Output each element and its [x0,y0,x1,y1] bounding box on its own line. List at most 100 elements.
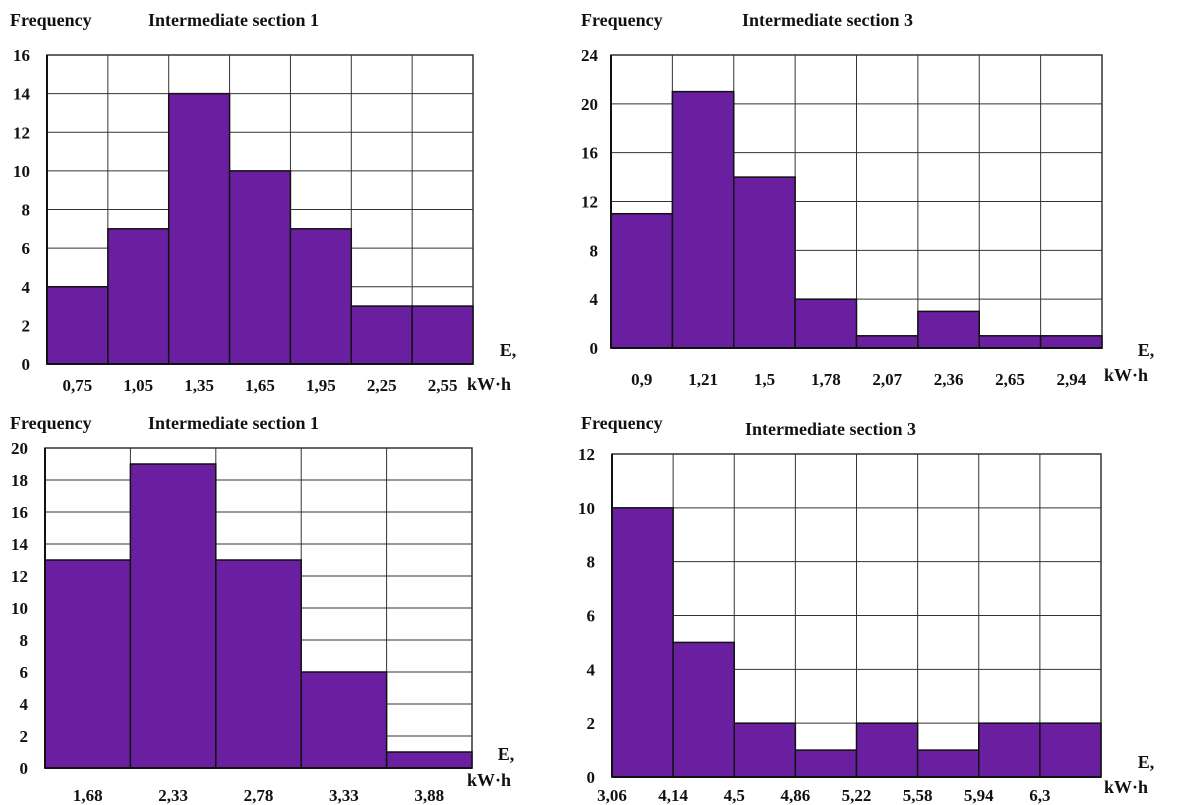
x-tick-label: 4,14 [658,786,688,805]
x-tick-label: 1,35 [184,376,214,395]
bar [979,336,1040,348]
bar [734,177,795,348]
y-tick-label: 6 [20,663,29,682]
chart-panel-2: 0 4 8 12 16 20 24 0,9 1,21 1,5 1,78 2,07 2,36 2,65 2,9… [581,10,1154,389]
y-tick-label: 12 [13,123,30,142]
chart-title: Intermediate section 1 [148,10,319,30]
y-tick-label: 4 [20,695,29,714]
y-axis-title: Frequency [10,10,92,30]
x-tick-label: 3,88 [414,786,444,805]
y-tick-label: 16 [11,503,28,522]
y-tick-label: 8 [587,553,596,572]
x-axis-title-line2: kW·h [1104,365,1148,385]
bar [611,214,672,348]
x-axis-title-line2: kW·h [1104,777,1148,797]
x-tick-label: 6,3 [1029,786,1050,805]
bar [918,750,979,777]
bar [1041,336,1102,348]
y-tick-label: 8 [20,631,29,650]
x-tick-label: 3,33 [329,786,359,805]
y-tick-label: 10 [578,499,595,518]
bar [108,229,169,364]
bar [412,306,473,364]
bar [857,336,918,348]
x-tick-label: 1,5 [754,370,775,389]
y-tick-label: 2 [22,316,31,335]
x-tick-label: 1,21 [688,370,718,389]
y-tick-label: 12 [581,193,598,212]
x-tick-label: 5,22 [842,786,872,805]
bar [45,560,130,768]
x-tick-label: 0,9 [631,370,652,389]
chart-title: Intermediate section 3 [742,10,913,30]
y-tick-label: 10 [11,599,28,618]
y-tick-label: 14 [13,85,31,104]
x-tick-label: 2,36 [934,370,964,389]
bar [857,723,918,777]
x-axis-title-line1: E, [500,340,517,360]
x-tick-label: 3,06 [597,786,627,805]
x-tick-label: 4,86 [781,786,811,805]
y-tick-label: 24 [581,46,599,65]
y-axis-title: Frequency [581,413,663,433]
x-tick-label: 1,65 [245,376,275,395]
y-tick-label: 20 [11,439,28,458]
y-tick-label: 12 [11,567,28,586]
bar [351,306,412,364]
x-tick-label: 2,07 [872,370,902,389]
x-tick-label: 0,75 [63,376,93,395]
bar [918,311,979,348]
y-tick-label: 0 [20,759,29,778]
x-tick-label: 2,78 [244,786,274,805]
y-tick-label: 0 [590,339,599,358]
x-axis-title-line2: kW·h [467,770,511,790]
y-tick-label: 16 [581,144,598,163]
y-tick-label: 2 [20,727,29,746]
x-tick-label: 2,55 [428,376,458,395]
x-tick-label: 1,95 [306,376,336,395]
x-tick-label: 1,78 [811,370,841,389]
x-tick-label: 2,65 [995,370,1025,389]
bar [734,723,795,777]
x-tick-label: 5,94 [964,786,994,805]
y-tick-label: 10 [13,162,30,181]
x-tick-label: 4,5 [724,786,745,805]
bar [130,464,215,768]
bar [387,752,472,768]
y-axis-title: Frequency [10,413,92,433]
bar [301,672,386,768]
bar [290,229,351,364]
chart-panel-4: 0 2 4 6 8 10 12 3,06 4,14 4,5 4,86 5,22 5,58 5,94 6,3 F… [578,413,1154,805]
bar [169,94,230,364]
x-axis-title-line1: E, [1138,340,1155,360]
y-tick-label: 8 [22,201,31,220]
chart-title: Intermediate section 1 [148,413,319,433]
x-axis-title-line2: kW·h [467,374,511,394]
y-tick-label: 4 [587,660,596,679]
bar [795,750,856,777]
bar [47,287,108,364]
bar [216,560,301,768]
x-tick-label: 2,94 [1056,370,1086,389]
y-tick-label: 6 [22,239,31,258]
y-tick-label: 4 [590,290,599,309]
bar [672,92,733,348]
y-tick-label: 16 [13,46,30,65]
x-axis-title-line1: E, [498,744,515,764]
bar [1040,723,1101,777]
x-tick-label: 1,05 [123,376,153,395]
bar [673,642,734,777]
y-tick-label: 0 [587,768,596,787]
chart-title: Intermediate section 3 [745,419,916,439]
bar [230,171,291,364]
y-tick-label: 14 [11,535,29,554]
x-tick-label: 2,33 [158,786,188,805]
x-axis-title-line1: E, [1138,752,1155,772]
y-tick-label: 20 [581,95,598,114]
chart-panel-1: 0 2 4 6 8 10 12 14 16 0,75 1,05 1,35 1,65 1,95 2,25 2,5… [10,10,516,395]
bar [795,299,856,348]
y-tick-label: 12 [578,445,595,464]
x-tick-label: 1,68 [73,786,103,805]
y-tick-label: 18 [11,471,28,490]
